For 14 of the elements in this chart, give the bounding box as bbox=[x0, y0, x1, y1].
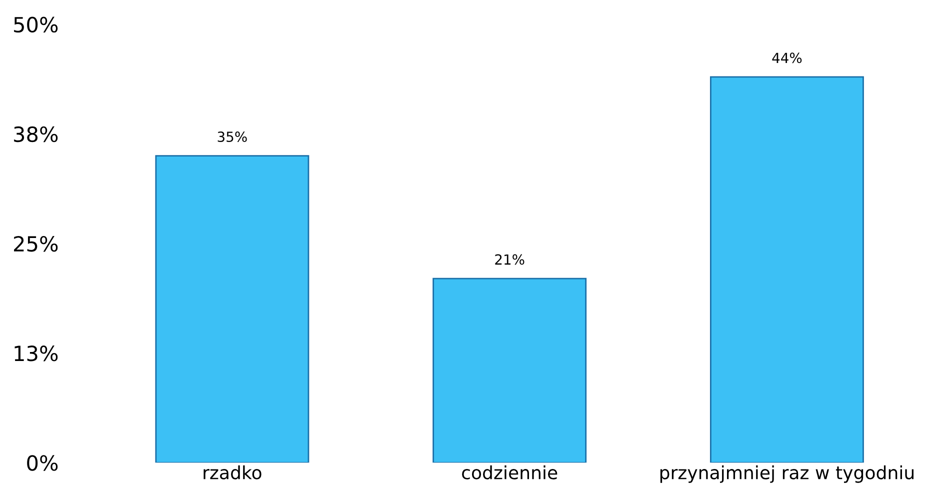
y-tick-label: 0% bbox=[27, 455, 58, 471]
bar bbox=[432, 278, 587, 463]
y-tick-label: 50% bbox=[14, 16, 58, 33]
data-label: 35% bbox=[218, 132, 247, 142]
y-tick-label: 25% bbox=[14, 236, 58, 252]
x-tick-label: codziennie bbox=[462, 465, 558, 480]
data-label: 44% bbox=[772, 52, 802, 64]
x-tick-label: przynajmniej raz w tygodniu bbox=[660, 465, 914, 483]
bar bbox=[155, 155, 310, 463]
y-tick-label: 38% bbox=[14, 126, 58, 142]
x-tick-label: rzadko bbox=[204, 465, 262, 480]
bar bbox=[710, 76, 864, 463]
y-tick-label: 13% bbox=[14, 346, 58, 362]
data-label: 21% bbox=[495, 254, 524, 265]
